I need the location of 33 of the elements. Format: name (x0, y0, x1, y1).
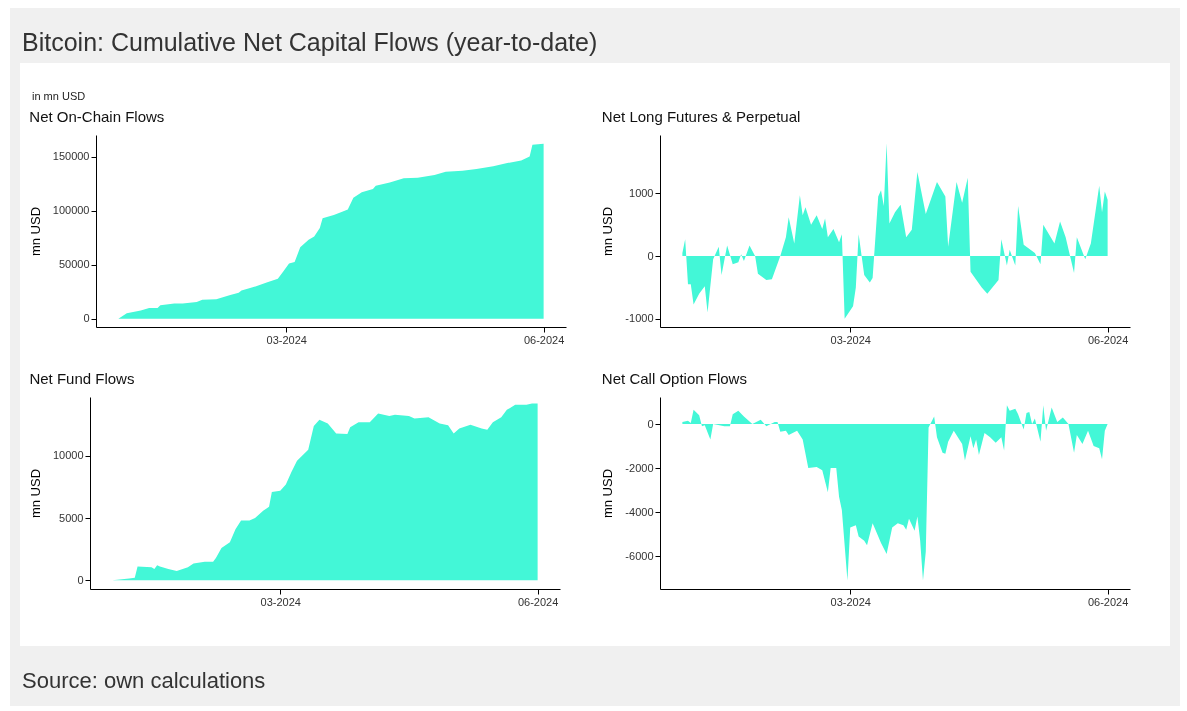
y-tick-label: 0 (83, 312, 90, 325)
y-tick-label: -6000 (625, 549, 654, 562)
y-axis-title: mn USD (600, 206, 616, 257)
y-tick-label: -2000 (625, 461, 654, 474)
y-tick-label: 1000 (629, 186, 654, 199)
y-tick-label: 150000 (52, 150, 90, 163)
x-tick-label: 03-2024 (266, 333, 307, 346)
y-axis-title: mn USD (27, 206, 43, 257)
text: Bitcoin: Cumulative Net Capital Flows (year-to-date) (22, 28, 598, 57)
y-tick-label: 0 (77, 573, 84, 586)
chart-title: Net On-Chain Flows (29, 108, 165, 125)
y-axis-title: mn USD (27, 468, 43, 519)
x-tick-label: 06-2024 (1087, 595, 1129, 608)
x-tick-label: 06-2024 (523, 333, 565, 346)
y-axis-title: mn USD (600, 468, 616, 519)
chart-title: Net Long Futures & Perpetual (601, 108, 801, 125)
x-tick-label: 03-2024 (830, 595, 871, 608)
chart-title: Net Call Option Flows (601, 370, 747, 387)
x-tick-label: 06-2024 (1087, 333, 1129, 346)
y-tick-label: 0 (647, 249, 654, 262)
x-tick-label: 03-2024 (260, 595, 301, 608)
text: in mn USD (32, 90, 86, 102)
source-note: Source: own calculations (22, 668, 266, 694)
y-tick-label: -1000 (625, 312, 654, 325)
x-tick-label: 03-2024 (830, 333, 871, 346)
chart-title: Net Fund Flows (29, 370, 135, 387)
y-tick-label: 10000 (52, 449, 84, 462)
y-tick-label: 100000 (52, 204, 90, 217)
y-tick-label: 0 (647, 417, 654, 430)
y-tick-label: 50000 (58, 258, 90, 271)
y-tick-label: -4000 (625, 505, 654, 518)
y-tick-label: 5000 (59, 511, 84, 524)
x-tick-label: 06-2024 (517, 595, 559, 608)
